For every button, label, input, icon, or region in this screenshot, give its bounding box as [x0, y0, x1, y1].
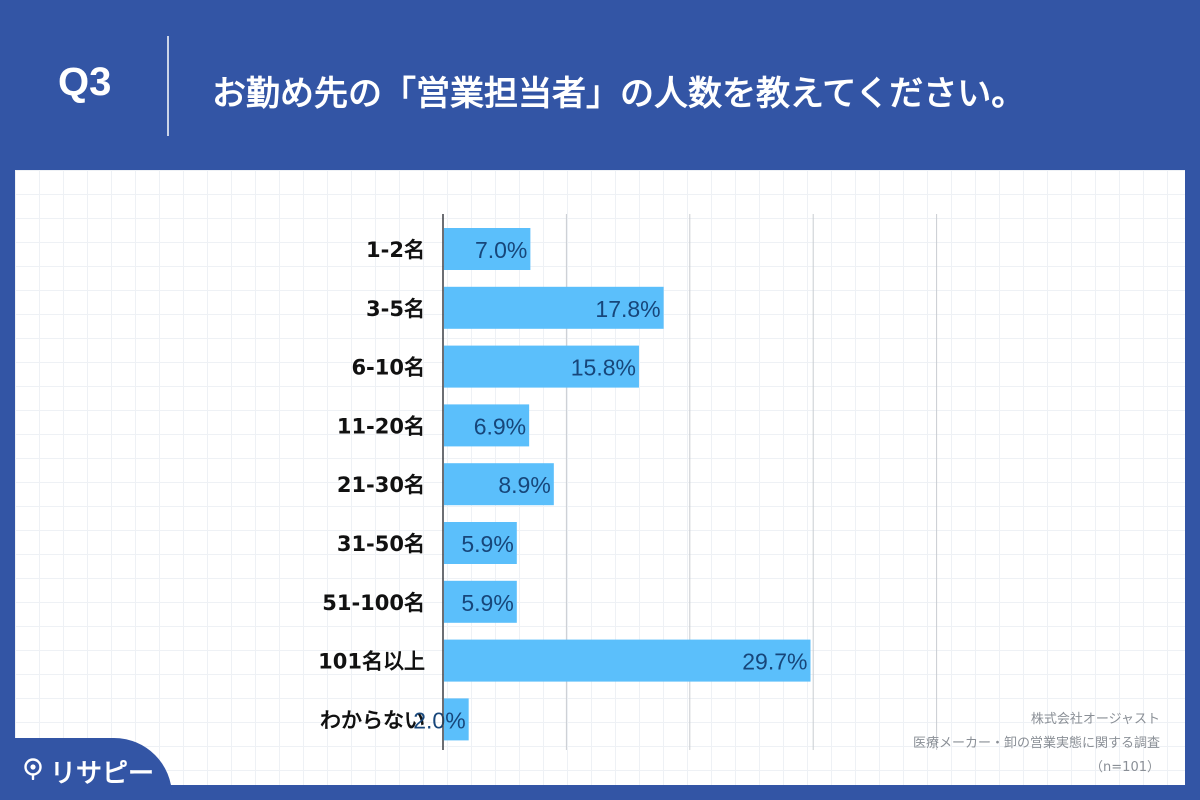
category-label: わからない: [320, 708, 425, 732]
value-label: 8.9%: [498, 472, 550, 498]
category-label: 11-20名: [337, 414, 425, 438]
bar: [444, 580, 517, 623]
footnote: 株式会社オージャスト 医療メーカー・卸の営業実態に関する調査 （n=101）: [913, 708, 1160, 780]
value-label: 7.0%: [475, 237, 527, 263]
footnote-sample: （n=101）: [1090, 760, 1160, 775]
bar: [444, 228, 531, 270]
question-number: Q3: [58, 60, 112, 104]
value-label: 2.0%: [413, 707, 465, 733]
category-label: 3-5名: [366, 297, 425, 321]
bar: [444, 522, 517, 564]
footnote-survey: 医療メーカー・卸の営業実態に関する調査: [912, 736, 1160, 751]
category-label: 21-30名: [337, 473, 425, 497]
value-label: 5.9%: [461, 531, 513, 557]
bar: [444, 698, 469, 741]
location-pin-icon: [24, 758, 42, 780]
category-label: 51-100名: [322, 591, 425, 615]
category-label: 1-2名: [366, 238, 425, 262]
header-divider: [167, 36, 169, 136]
header: Q3 お勤め先の「営業担当者」の人数を教えてください。: [0, 0, 1200, 170]
bar: [444, 404, 530, 447]
bar: [444, 463, 554, 506]
chart-panel: [15, 170, 1185, 785]
question-title: お勤め先の「営業担当者」の人数を教えてください。: [212, 74, 1026, 114]
brand-logo: リサピー: [0, 738, 172, 800]
category-label: 101名以上: [318, 650, 425, 674]
bar: [444, 286, 664, 329]
brand-name: リサピー: [50, 759, 155, 789]
value-label: 29.7%: [742, 649, 807, 675]
bar: [444, 345, 639, 388]
value-label: 17.8%: [595, 296, 660, 322]
value-label: 5.9%: [461, 590, 513, 616]
footnote-company: 株式会社オージャスト: [1030, 712, 1160, 727]
value-label: 6.9%: [474, 413, 526, 439]
category-label: 31-50名: [337, 532, 425, 556]
value-label: 15.8%: [571, 355, 636, 381]
category-label: 6-10名: [351, 356, 425, 380]
bar: [444, 639, 811, 682]
